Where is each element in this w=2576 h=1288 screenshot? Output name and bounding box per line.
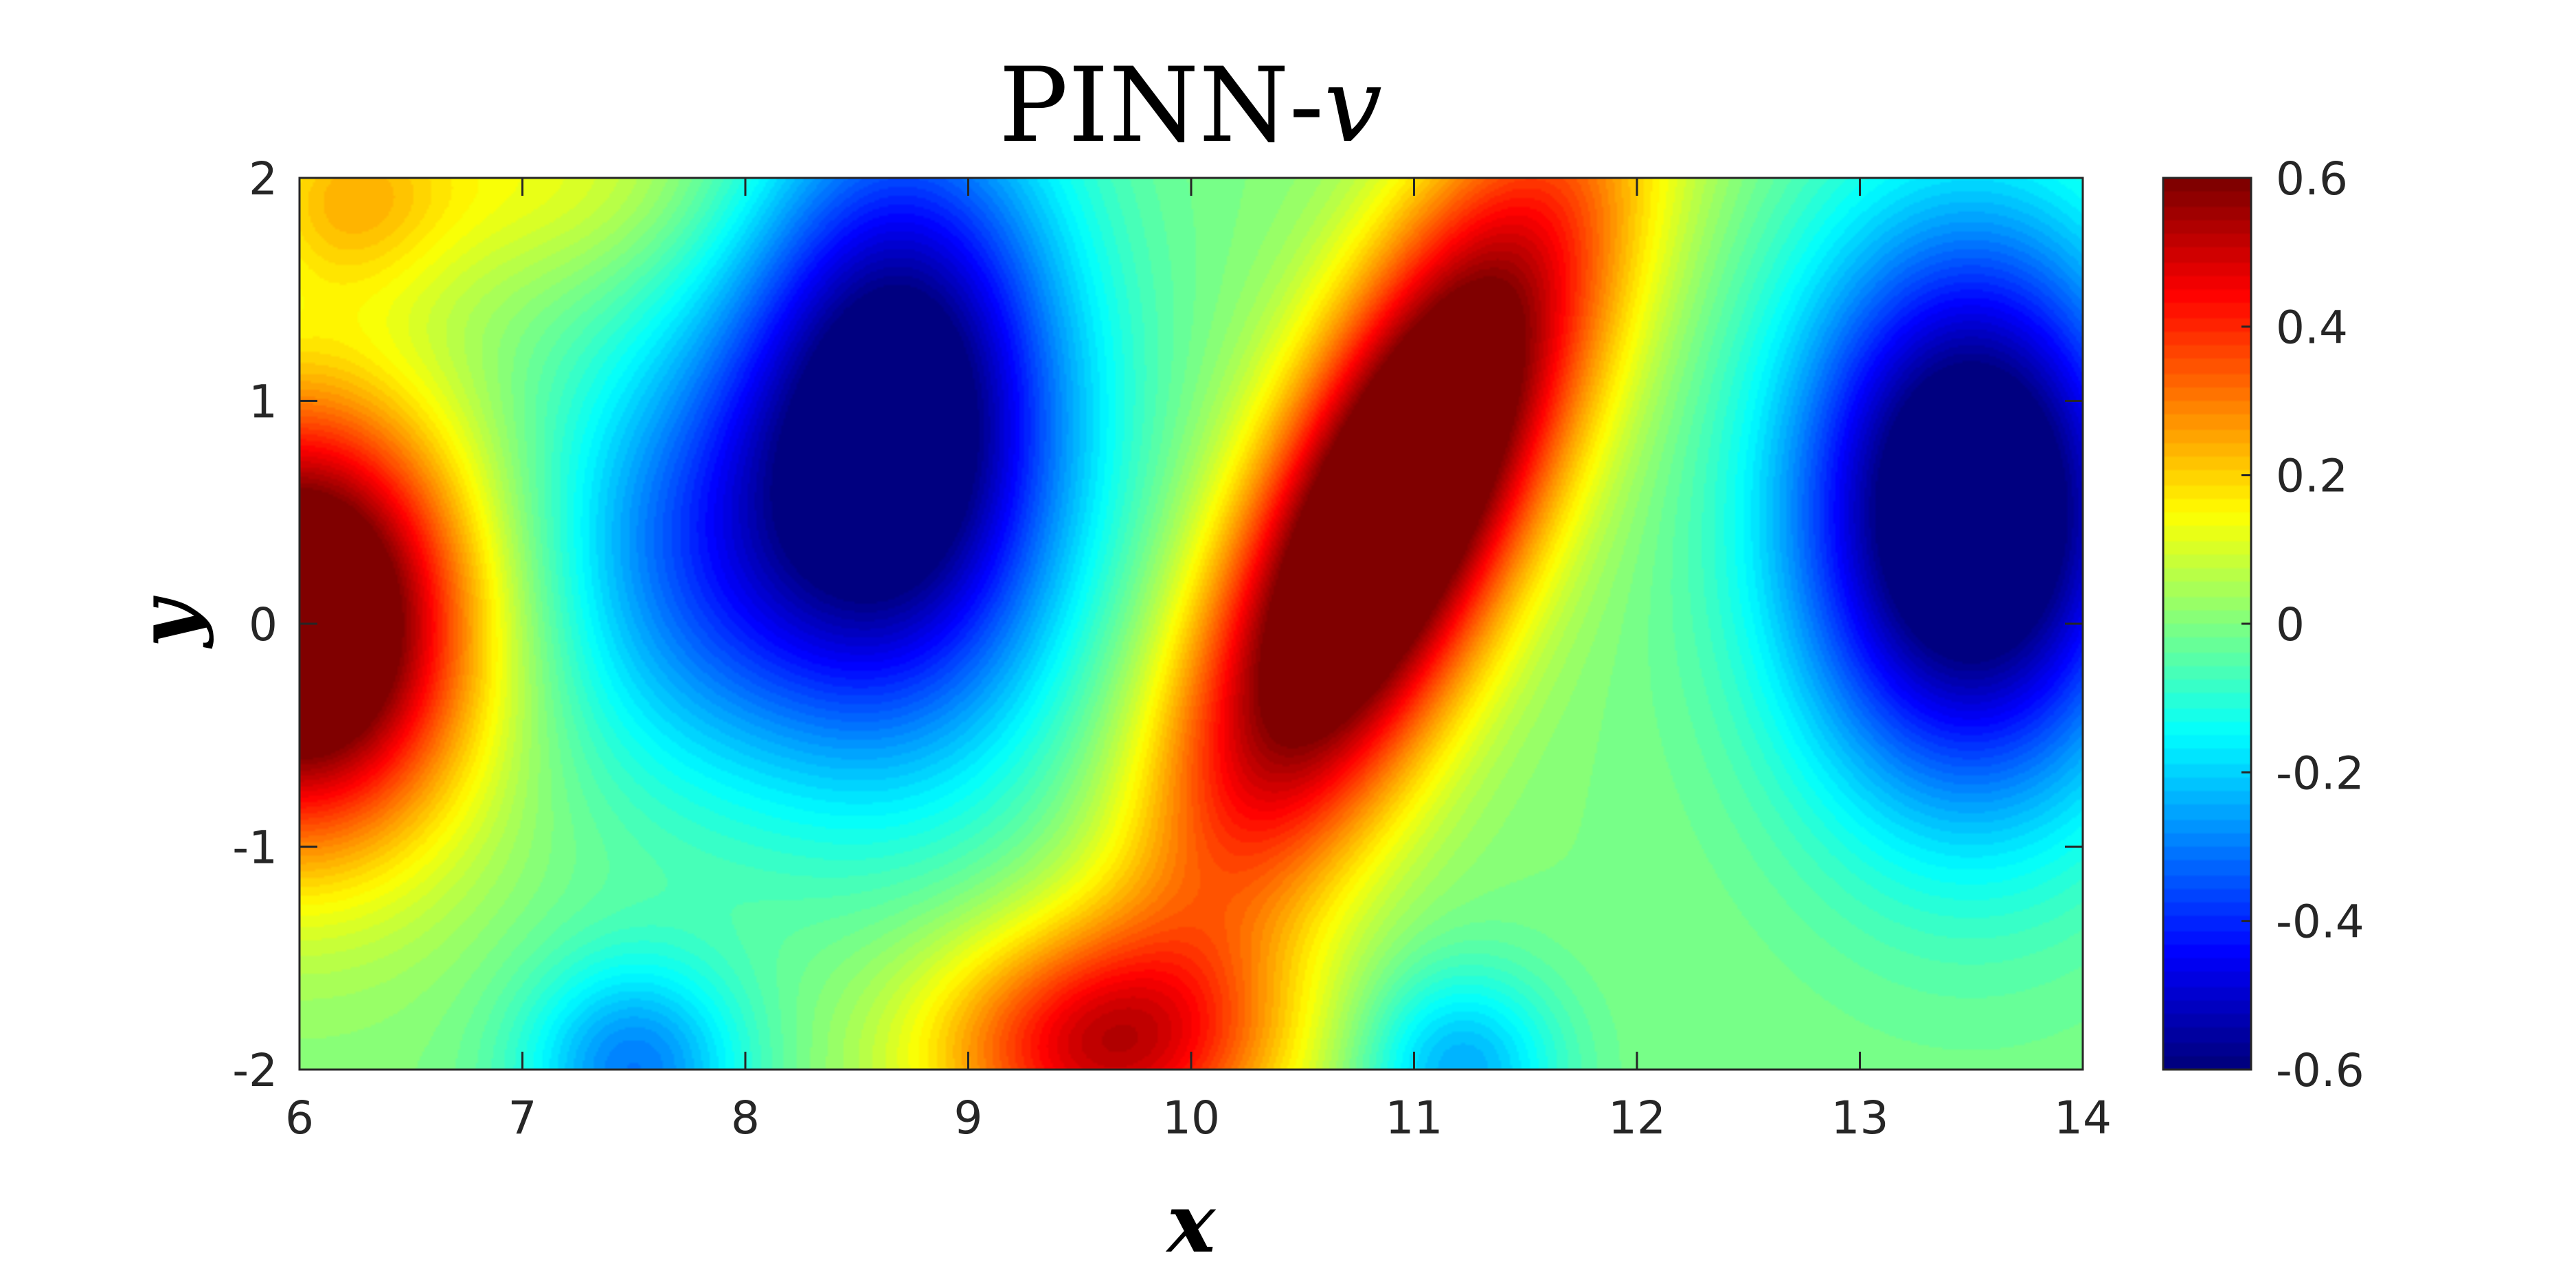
colorbar-gradient bbox=[2163, 178, 2251, 1070]
y-tick-label: 1 bbox=[249, 376, 278, 429]
x-tick-label: 13 bbox=[1831, 1092, 1889, 1144]
x-axis-label: x bbox=[1165, 1175, 1217, 1271]
colorbar-tick-label: -0.6 bbox=[2276, 1044, 2364, 1097]
heatmap-field bbox=[300, 178, 2083, 1070]
x-tick-label: 12 bbox=[1608, 1092, 1666, 1144]
x-tick-label: 14 bbox=[2054, 1092, 2112, 1144]
colorbar-tick-label: -0.4 bbox=[2276, 896, 2364, 949]
plot-frame bbox=[298, 177, 2084, 1071]
x-tick-label: 9 bbox=[954, 1092, 983, 1144]
x-tick-label: 6 bbox=[285, 1092, 314, 1144]
colorbar-tick-label: 0.6 bbox=[2276, 152, 2348, 205]
x-tick-label: 10 bbox=[1162, 1092, 1220, 1144]
colorbar-axis: -0.6 -0.4 -0.2 0 0.2 0.4 0.6 bbox=[2241, 152, 2364, 1097]
y-tick-label: -1 bbox=[232, 822, 278, 874]
x-axis: 6 7 8 9 10 11 12 13 14 bbox=[285, 178, 2112, 1144]
colorbar-tick-label: -0.2 bbox=[2276, 747, 2364, 800]
y-tick-label: -2 bbox=[232, 1044, 278, 1097]
colorbar-frame bbox=[2162, 177, 2252, 1071]
colorbar-tick-label: 0.4 bbox=[2276, 301, 2348, 354]
y-axis: -2 -1 0 1 2 bbox=[232, 152, 2083, 1097]
colorbar-tick-label: 0.2 bbox=[2276, 450, 2348, 503]
y-tick-label: 0 bbox=[249, 598, 278, 651]
colorbar-tick-label: 0 bbox=[2276, 598, 2305, 651]
x-tick-label: 11 bbox=[1386, 1092, 1443, 1144]
x-tick-label: 8 bbox=[731, 1092, 760, 1144]
x-tick-label: 7 bbox=[508, 1092, 537, 1144]
y-axis-label: y bbox=[120, 595, 215, 649]
y-tick-label: 2 bbox=[249, 152, 278, 205]
chart-title: PINN-v bbox=[999, 46, 1382, 166]
